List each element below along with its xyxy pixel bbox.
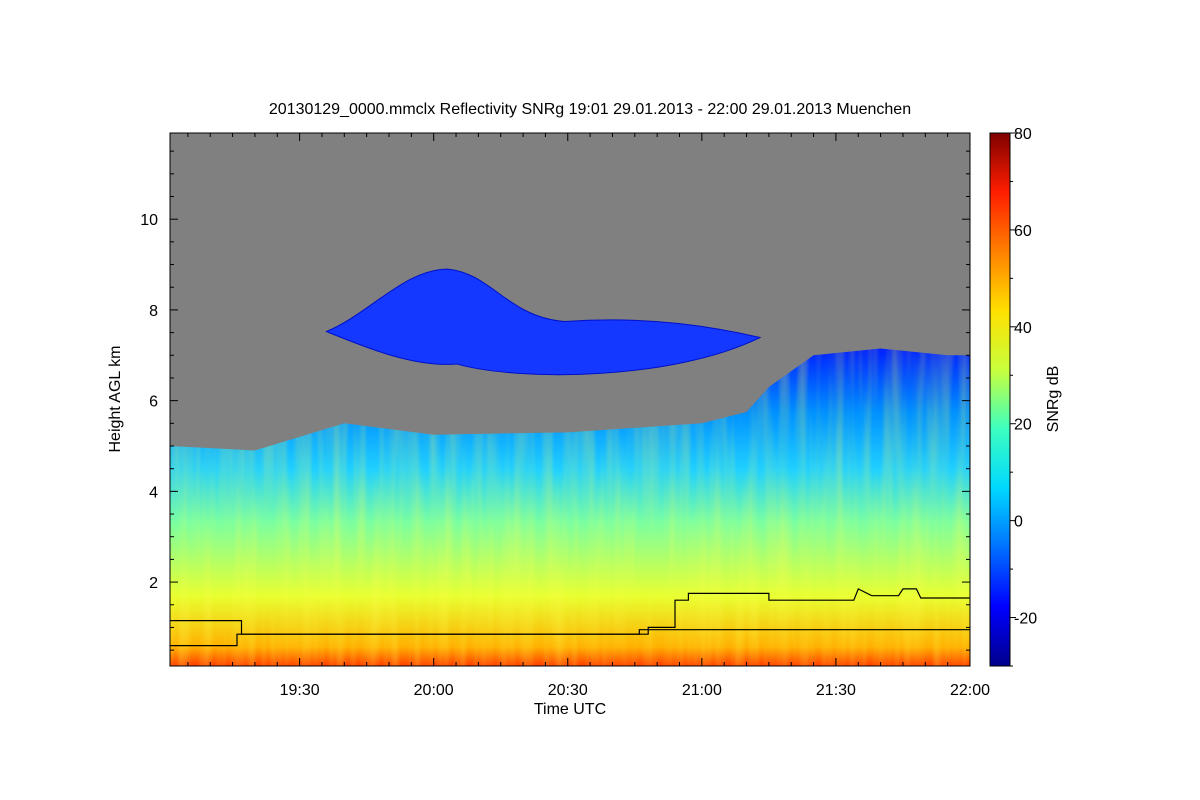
- colorbar-tick-label: 40: [1014, 320, 1032, 337]
- colorbar-scale: [989, 132, 1011, 667]
- colorbar-tick-label: 0: [1014, 514, 1023, 531]
- colorbar-tick-label: 60: [1014, 223, 1032, 240]
- boundary-lines: [170, 588, 970, 647]
- y-tick-label: 4: [149, 484, 158, 501]
- plot-area: 19:30 20:00 20:30 21:00 21:30 22:00 2 4 6 8 10: [140, 132, 990, 699]
- upper-cloud-layer: [325, 268, 762, 376]
- colorbar-label: SNRg dB: [1045, 366, 1062, 433]
- x-tick-label: 22:00: [950, 682, 990, 699]
- y-axis-ticks: 2 4 6 8 10: [140, 150, 970, 651]
- colorbar: -20 0 20 40 60 80 SNRg dB: [989, 126, 1062, 667]
- x-tick-label: 20:30: [548, 682, 588, 699]
- x-axis-label: Time UTC: [534, 701, 606, 718]
- boundary-line-2: [170, 588, 970, 647]
- y-axis-label: Height AGL km: [107, 345, 124, 452]
- y-tick-label: 8: [149, 303, 158, 320]
- colorbar-tick-label: 20: [1014, 417, 1032, 434]
- colorbar-ticks: -20 0 20 40 60 80: [1010, 126, 1037, 667]
- precipitation-streaks: [170, 348, 970, 666]
- chart-title: 20130129_0000.mmclx Reflectivity SNRg 19…: [269, 101, 911, 118]
- x-tick-label: 19:30: [280, 682, 320, 699]
- colorbar-tick-label: 80: [1014, 126, 1032, 143]
- x-tick-label: 21:30: [816, 682, 856, 699]
- x-tick-label: 21:00: [682, 682, 722, 699]
- y-tick-label: 6: [149, 394, 158, 411]
- y-tick-label: 10: [140, 212, 158, 229]
- y-tick-label: 2: [149, 575, 158, 592]
- x-axis-ticks: 19:30 20:00 20:30 21:00 21:30 22:00: [187, 133, 990, 699]
- x-tick-label: 20:00: [414, 682, 454, 699]
- plot-frame: [169, 132, 971, 667]
- colorbar-tick-label: -20: [1014, 611, 1037, 628]
